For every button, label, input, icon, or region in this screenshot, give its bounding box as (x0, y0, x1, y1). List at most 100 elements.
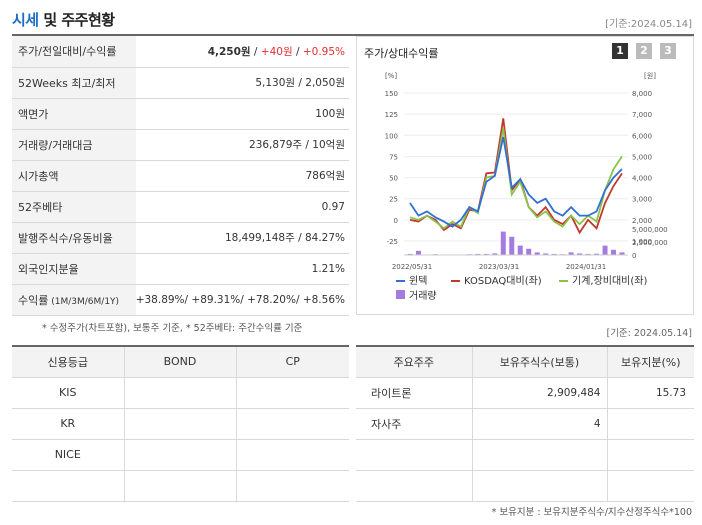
holder-shares (472, 439, 608, 471)
agency-cell: KR (12, 408, 125, 440)
left-axis-unit: [%] (385, 72, 397, 80)
table-row (356, 470, 694, 502)
price-value: 4,250원 / +40원 / +0.95% (135, 36, 349, 68)
column-header: 신용등급 (12, 346, 125, 378)
volume-bar (594, 253, 600, 255)
bond-cell (124, 377, 237, 409)
column-header: CP (236, 346, 349, 378)
row-label: 시가총액 (12, 160, 136, 192)
x-tick-label: 2024/01/31 (566, 263, 606, 271)
x-tick-label: 2023/03/31 (479, 263, 519, 271)
volume-bar (585, 253, 591, 255)
table-header-row: 주요주주 보유주식수(보통) 보유지분(%) (356, 346, 694, 378)
cp-cell (236, 439, 349, 471)
row-label: 액면가 (12, 98, 136, 130)
chart-tab-2-button[interactable]: 2 (636, 43, 652, 59)
column-header: 보유주식수(보통) (472, 346, 608, 378)
table-row: 라이트론 2,909,484 15.73 (356, 377, 694, 409)
reference-date-2: [기준: 2024.05.14] (606, 328, 692, 339)
volume-bar (483, 253, 489, 255)
table-row (356, 439, 694, 471)
volume-bar (500, 231, 506, 255)
holder-percent (607, 439, 694, 471)
table-row: 거래량/거래대금 236,879주 / 10억원 (12, 129, 349, 161)
holder-name (356, 439, 473, 471)
header-divider (12, 34, 694, 36)
volume-bar (407, 253, 413, 255)
right-tick-label: 8,000 (632, 90, 652, 98)
volume-bar (492, 253, 498, 255)
legend-label: 기계,장비대비(좌) (572, 275, 647, 287)
row-value: 786억원 (135, 160, 349, 192)
chart-title: 주가/상대수익률 (364, 47, 439, 60)
row-label: 주가/전일대비/수익률 (12, 36, 136, 68)
credit-rating-table: 신용등급 BOND CP KIS KR NICE (12, 345, 349, 502)
reference-date: [기준:2024.05.14] (605, 19, 692, 30)
holder-shares (472, 470, 608, 502)
row-value: 236,879주 / 10억원 (135, 129, 349, 161)
left-tick-label: 150 (385, 90, 398, 98)
footnote-basis: * 수정주가(차트포함), 보통주 기준, * 52주베타: 주간수익률 기준 (42, 323, 303, 334)
column-header: BOND (124, 346, 237, 378)
bond-cell (124, 470, 237, 502)
right-tick-label: 3,000 (632, 196, 652, 204)
bond-cell (124, 408, 237, 440)
column-header: 주요주주 (356, 346, 473, 378)
right-tick-label: 7,000 (632, 111, 652, 119)
row-label: 52Weeks 최고/최저 (12, 67, 136, 99)
row-label: 발행주식수/유동비율 (12, 222, 136, 254)
legend-label: KOSDAQ대비(좌) (464, 275, 542, 287)
agency-cell: KIS (12, 377, 125, 409)
holder-shares: 4 (472, 408, 608, 440)
cp-cell (236, 470, 349, 502)
shareholder-table: 주요주주 보유주식수(보통) 보유지분(%) 라이트론 2,909,484 15.7… (356, 345, 694, 502)
left-tick-label: 125 (385, 111, 398, 119)
volume-bar (526, 248, 532, 255)
volume-tick-label: 5,000,000 (632, 226, 668, 234)
volume-bar (475, 253, 481, 255)
right-tick-label: 4,000 (632, 175, 652, 183)
chart-panel (356, 36, 694, 315)
table-row: 주가/전일대비/수익률 4,250원 / +40원 / +0.95% (12, 36, 349, 68)
table-row: 52Weeks 최고/최저 5,130원 / 2,050원 (12, 67, 349, 99)
holder-percent (607, 470, 694, 502)
holder-shares: 2,909,484 (472, 377, 608, 409)
section-title: 시세 및 주주현황 (12, 11, 115, 29)
volume-bar (509, 236, 515, 255)
legend-label: 거래량 (409, 290, 437, 302)
volume-bar (577, 253, 583, 255)
volume-bar (602, 245, 608, 255)
bond-cell (124, 439, 237, 471)
chart-tab-3-button[interactable]: 3 (660, 43, 676, 59)
volume-bar (517, 245, 523, 255)
holder-name (356, 470, 473, 502)
row-label: 외국인지분율 (12, 253, 136, 285)
holder-percent (607, 408, 694, 440)
table-row: 수익률 (1M/3M/6M/1Y) +38.89%/ +89.31%/ +78.… (12, 284, 349, 316)
cp-cell (236, 377, 349, 409)
holder-name: 라이트론 (356, 377, 473, 409)
legend-label: 윈텍 (409, 275, 427, 287)
right-tick-label: 2,000 (632, 217, 652, 225)
row-label: 수익률 (1M/3M/6M/1Y) (12, 284, 136, 316)
row-value: 1.21% (135, 253, 349, 285)
left-tick-label: 50 (389, 175, 398, 183)
chart-tab-1-button[interactable]: 1 (612, 43, 628, 59)
right-tick-label: 6,000 (632, 132, 652, 140)
right-tick-label: 5,000 (632, 153, 652, 161)
volume-bar (543, 253, 549, 255)
table-row: NICE (12, 439, 349, 471)
stock-chart: [%] [원] 150 125 100 75 50 25 0 -25 8,000 7,000 6,000… (385, 71, 668, 302)
volume-bar (534, 252, 540, 255)
legend-swatch-icon (396, 290, 405, 299)
volume-bar (415, 250, 421, 255)
table-row: KR (12, 408, 349, 440)
left-tick-label: 0 (394, 217, 398, 225)
table-row: 발행주식수/유동비율 18,499,148주 / 84.27% (12, 222, 349, 254)
table-row: 외국인지분율 1.21% (12, 253, 349, 285)
x-tick-label: 2022/05/31 (392, 263, 432, 271)
volume-tick-label: 2,500,000 (632, 239, 668, 247)
stock-price-line (409, 136, 623, 228)
table-header-row: 신용등급 BOND CP (12, 346, 349, 378)
cp-cell (236, 408, 349, 440)
